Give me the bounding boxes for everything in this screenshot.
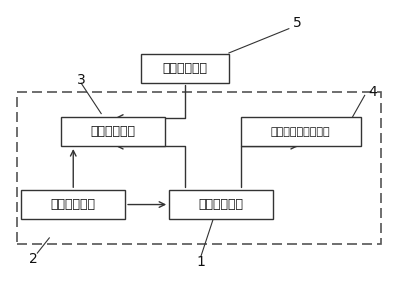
Text: 5: 5 <box>292 16 300 30</box>
Bar <box>240 118 360 146</box>
Bar <box>169 190 272 219</box>
Text: 1: 1 <box>196 255 205 269</box>
Bar <box>141 54 229 83</box>
Text: 微处理器电路: 微处理器电路 <box>198 198 243 211</box>
Text: 2: 2 <box>29 252 38 266</box>
Text: 信号采样电路: 信号采样电路 <box>51 198 95 211</box>
Text: 4: 4 <box>367 85 376 99</box>
Text: 电源转换电路: 电源转换电路 <box>162 62 207 75</box>
Bar <box>21 190 125 219</box>
Text: 短路检测电路: 短路检测电路 <box>91 125 135 138</box>
Bar <box>17 92 380 244</box>
Text: 3: 3 <box>77 73 85 87</box>
Text: 磁通变换器控制电路: 磁通变换器控制电路 <box>270 127 330 137</box>
Bar <box>61 118 165 146</box>
